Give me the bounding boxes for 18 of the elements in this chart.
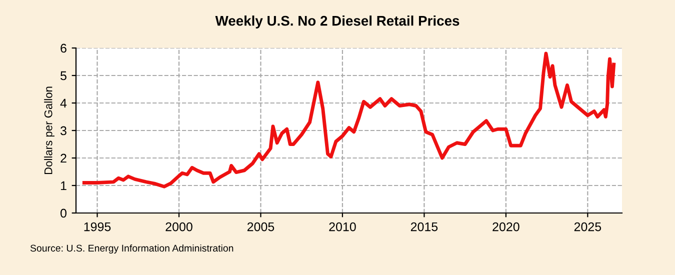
y-tick-label: 2 [60,154,66,163]
chart-title: Weekly U.S. No 2 Diesel Retail Prices [215,16,460,28]
x-tick-label: 2000 [166,222,192,232]
line-series [82,52,616,188]
x-tick-label: 2010 [329,222,356,232]
y-axis-title: Dollars per Gallon [44,86,54,174]
y-tick-label: 4 [60,98,67,108]
y-tick-label: 6 [60,44,66,53]
x-tick-label: 2025 [574,222,602,232]
y-tick-label: 3 [60,126,66,136]
x-tick-label: 2015 [410,222,438,232]
x-tick-label: 2020 [492,222,520,232]
y-tick-label: 0 [60,208,66,218]
x-tick-label: 1995 [84,222,111,232]
y-tick-label: 1 [60,181,66,190]
y-tick-label: 5 [60,71,66,80]
x-tick-label: 2005 [247,222,274,232]
source-note: Source: U.S. Energy Information Administration [30,244,234,254]
